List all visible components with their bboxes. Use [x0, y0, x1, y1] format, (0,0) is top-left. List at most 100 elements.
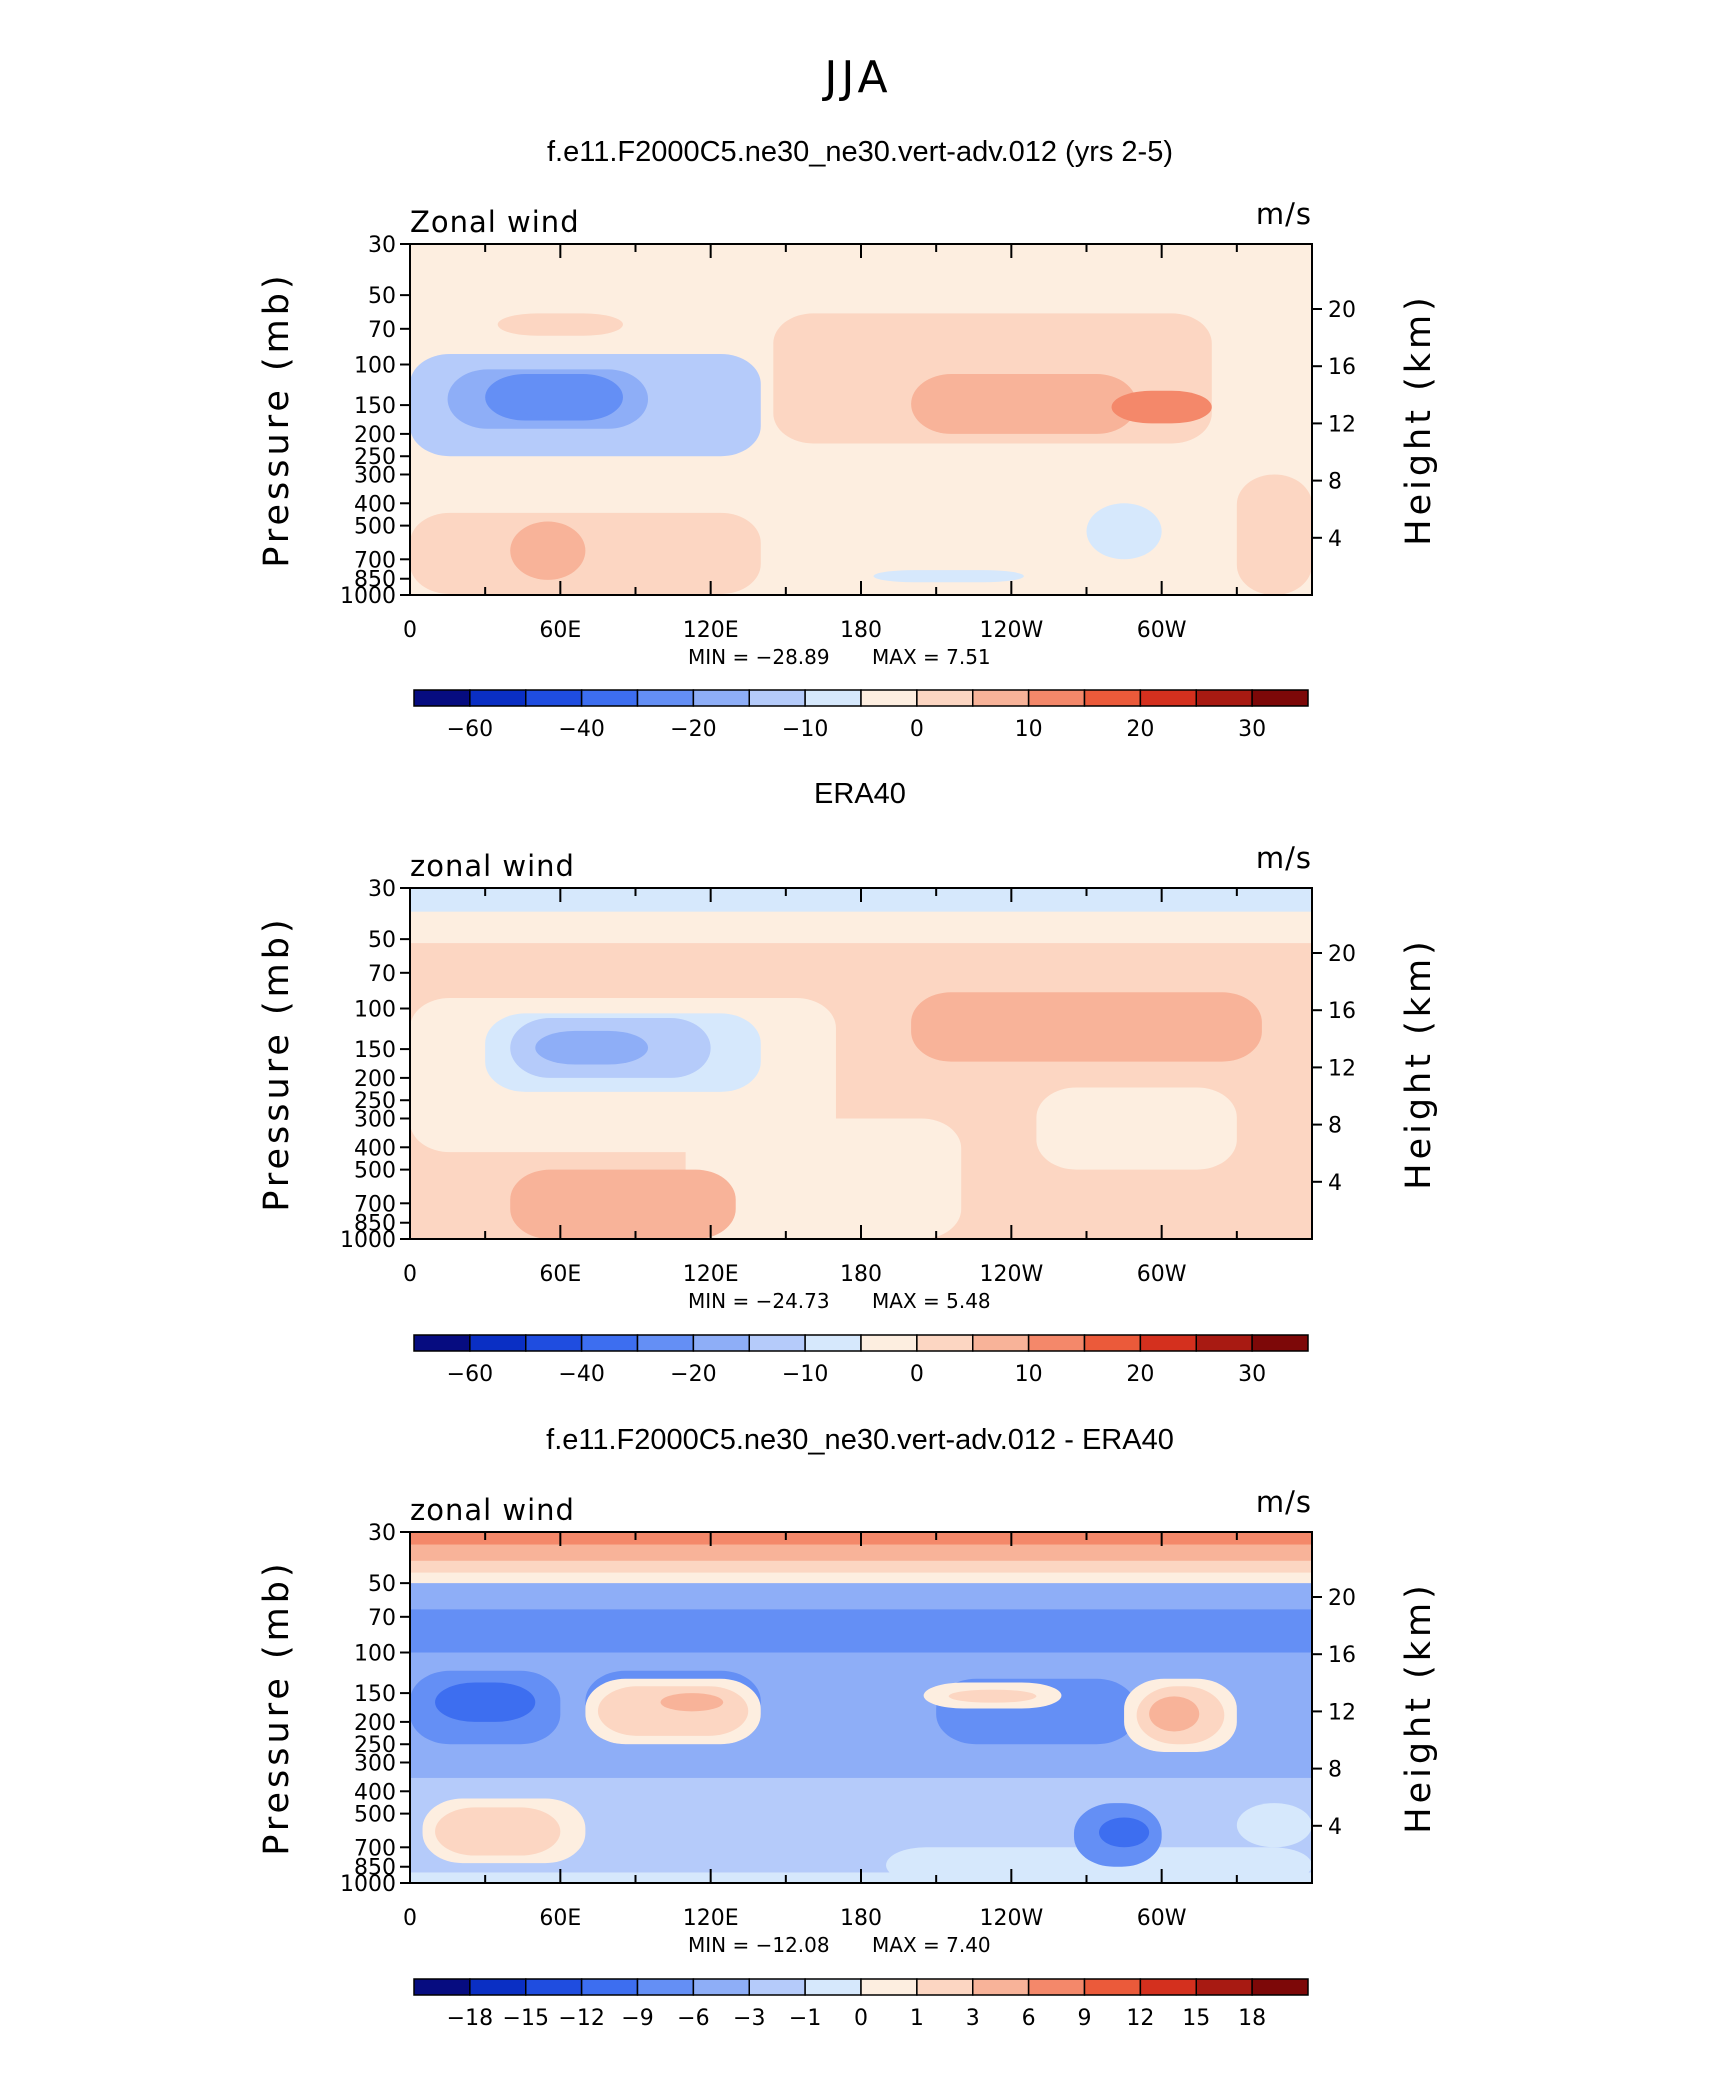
pressure-tick-label: 30 [368, 1521, 396, 1546]
field-label: zonal wind [410, 849, 575, 883]
height-tick-label: 8 [1328, 1758, 1342, 1783]
pressure-tick-label: 700 [354, 1192, 396, 1217]
contour-region-14 [1236, 474, 1312, 595]
colorbar-box [804, 1978, 862, 1996]
colorbar-box [1251, 1978, 1309, 1996]
colorbar-box [692, 689, 750, 707]
pressure-tick-label: 500 [354, 1159, 396, 1184]
x-tick-label: 60W [1137, 1262, 1187, 1287]
field-label: zonal wind [410, 1493, 575, 1527]
pressure-tick-label: 30 [368, 877, 396, 902]
colorbar-box [525, 1334, 583, 1352]
pressure-tick-label: 850 [354, 568, 396, 593]
colorbar-box [1083, 689, 1142, 707]
y2-axis-label: Height (km) [1399, 937, 1439, 1190]
colorbar-box [1139, 1334, 1197, 1352]
field-label: Zonal wind [410, 205, 580, 239]
colorbar-box [636, 689, 695, 707]
colorbar-label: −9 [621, 2006, 653, 2031]
pressure-tick-label: 250 [354, 1733, 396, 1758]
x-tick-label: 60E [539, 618, 581, 643]
colorbar-box [692, 1334, 750, 1352]
height-tick-label: 20 [1328, 1586, 1356, 1611]
x-tick-label: 120W [979, 1906, 1043, 1931]
contour-region-11 [535, 1030, 649, 1065]
contour-region-7 [1111, 390, 1212, 424]
pressure-tick-label: 200 [354, 1711, 396, 1736]
pressure-tick-label: 150 [354, 1038, 396, 1063]
height-tick-label: 4 [1328, 1815, 1342, 1840]
units-label: m/s [1256, 1485, 1312, 1519]
contour-region-7 [911, 992, 1262, 1062]
pressure-tick-label: 850 [354, 1856, 396, 1881]
pressure-tick-label: 300 [354, 463, 396, 488]
colorbar-box [1251, 689, 1309, 707]
y2-axis-label: Height (km) [1399, 1581, 1439, 1834]
pressure-tick-label: 250 [354, 445, 396, 470]
x-tick-label: 0 [403, 1262, 417, 1287]
pressure-tick-label: 70 [368, 962, 396, 987]
colorbar-box [636, 1978, 695, 1996]
x-tick-label: 180 [840, 1262, 882, 1287]
max-value: MAX = 7.40 [872, 1933, 991, 1957]
x-tick-label: 180 [840, 1906, 882, 1931]
colorbar-box [972, 689, 1030, 707]
y-axis-label: Pressure (mb) [257, 271, 297, 567]
colorbar-box [580, 689, 639, 707]
colorbar-box [692, 1978, 750, 1996]
pressure-tick-label: 1000 [340, 1228, 396, 1253]
colorbar-label: −40 [558, 717, 604, 742]
colorbar-box [860, 689, 918, 707]
x-tick-label: 120E [683, 1262, 739, 1287]
colorbar-box [916, 1978, 974, 1996]
contour-region-6 [410, 1609, 1312, 1653]
colorbar-label: −10 [782, 1362, 828, 1387]
contour-region-25 [1236, 1803, 1312, 1848]
contour-region-5 [685, 1118, 962, 1239]
colorbar-box [413, 1978, 471, 1996]
x-tick-label: 0 [403, 1906, 417, 1931]
colorbar-label: −60 [447, 717, 493, 742]
panels: f.e11.F2000C5.ne30_ne30.vert-adv.012 (yr… [257, 136, 1439, 2031]
contour-region-20 [1149, 1696, 1200, 1732]
panel-1: f.e11.F2000C5.ne30_ne30.vert-adv.012 (yr… [257, 136, 1439, 742]
colorbar-label: 12 [1126, 2006, 1154, 2031]
pressure-tick-label: 50 [368, 928, 396, 953]
colorbar-box [1195, 689, 1253, 707]
x-tick-label: 120W [979, 618, 1043, 643]
contour-region-24 [1099, 1817, 1150, 1848]
colorbar-box [469, 1334, 527, 1352]
contour-region-6 [1036, 1087, 1237, 1170]
y2-axis-label: Height (km) [1399, 293, 1439, 546]
x-tick-label: 120E [683, 618, 739, 643]
pressure-tick-label: 70 [368, 318, 396, 343]
height-tick-label: 8 [1328, 1114, 1342, 1139]
height-tick-label: 4 [1328, 527, 1342, 552]
panel-title: f.e11.F2000C5.ne30_ne30.vert-adv.012 - E… [546, 1424, 1174, 1456]
colorbar-label: −10 [782, 717, 828, 742]
pressure-tick-label: 1000 [340, 584, 396, 609]
max-value: MAX = 7.51 [872, 645, 991, 669]
pressure-tick-label: 250 [354, 1089, 396, 1114]
pressure-tick-label: 500 [354, 515, 396, 540]
height-tick-label: 12 [1328, 412, 1356, 437]
y-axis-label: Pressure (mb) [257, 915, 297, 1211]
colorbar-label: −12 [558, 2006, 604, 2031]
colorbar-label: 0 [910, 717, 924, 742]
colorbar-box [413, 689, 471, 707]
colorbar-label: 0 [910, 1362, 924, 1387]
pressure-tick-label: 500 [354, 1803, 396, 1828]
colorbar-box [1195, 1334, 1253, 1352]
pressure-tick-label: 400 [354, 492, 396, 517]
pressure-tick-label: 700 [354, 1836, 396, 1861]
pressure-tick-label: 1000 [340, 1872, 396, 1897]
colorbar-box [916, 1334, 974, 1352]
units-label: m/s [1256, 841, 1312, 875]
height-tick-label: 20 [1328, 298, 1356, 323]
colorbar-box [804, 689, 862, 707]
colorbar-label: 20 [1126, 717, 1154, 742]
pressure-tick-label: 850 [354, 1212, 396, 1237]
colorbar-label: 1 [910, 2006, 924, 2031]
colorbar-box [1083, 1334, 1142, 1352]
